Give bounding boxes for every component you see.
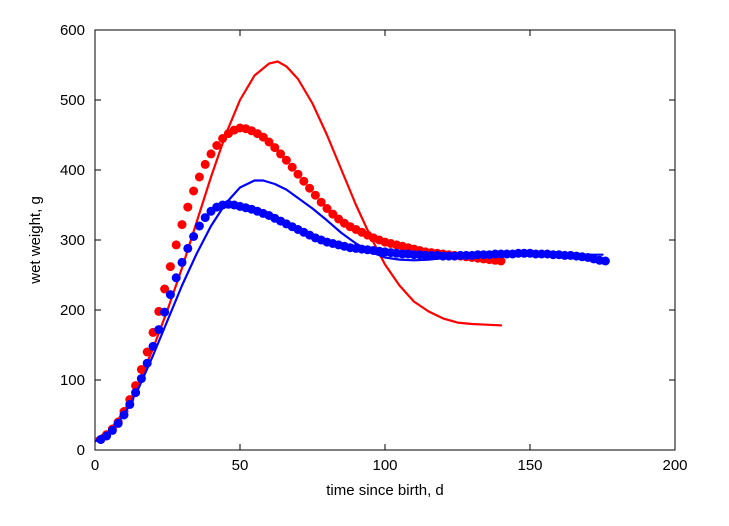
- y-tick-label: 400: [60, 162, 85, 179]
- blue-scatter-point: [189, 232, 198, 241]
- y-tick-label: 100: [60, 372, 85, 389]
- red-scatter-point: [305, 184, 314, 193]
- x-tick-label: 50: [232, 457, 249, 474]
- x-tick-label: 200: [662, 457, 687, 474]
- x-axis-label: time since birth, d: [326, 482, 444, 499]
- y-tick-label: 600: [60, 22, 85, 39]
- red-scatter-point: [183, 203, 192, 212]
- blue-scatter-point: [178, 258, 187, 267]
- red-scatter-point: [189, 187, 198, 196]
- y-axis-label: wet weight, g: [27, 196, 44, 285]
- x-tick-label: 100: [372, 457, 397, 474]
- blue-scatter-point: [195, 222, 204, 231]
- x-tick-label: 150: [517, 457, 542, 474]
- red-scatter-point: [201, 160, 210, 169]
- blue-line: [95, 181, 603, 442]
- wet-weight-chart: 0 50 100 150 200 0 100 200 300 400 500 600 time sinc…: [0, 0, 729, 521]
- red-scatter-point: [195, 173, 204, 182]
- y-tick-label: 0: [77, 442, 85, 459]
- plot-area: [95, 62, 610, 445]
- chart-svg: 0 50 100 150 200 0 100 200 300 400 500 600 time sinc…: [0, 0, 729, 521]
- red-scatter-point: [282, 156, 291, 165]
- y-tick-label: 500: [60, 92, 85, 109]
- x-tick-label: 0: [91, 457, 99, 474]
- red-scatter-point: [294, 170, 303, 179]
- red-scatter-point: [178, 220, 187, 229]
- blue-scatter-point: [183, 244, 192, 253]
- red-scatter-point: [311, 191, 320, 200]
- blue-scatter-point: [172, 273, 181, 282]
- y-tick-label: 300: [60, 232, 85, 249]
- y-tick-label: 200: [60, 302, 85, 319]
- red-scatter-point: [288, 163, 297, 172]
- red-scatter-point: [166, 262, 175, 271]
- blue-scatter-point: [166, 290, 175, 299]
- blue-scatter-point: [160, 308, 169, 317]
- red-scatter-point: [172, 240, 181, 249]
- red-scatter-point: [207, 149, 216, 158]
- red-scatter-point: [299, 177, 308, 186]
- blue-scatter-point: [601, 257, 610, 266]
